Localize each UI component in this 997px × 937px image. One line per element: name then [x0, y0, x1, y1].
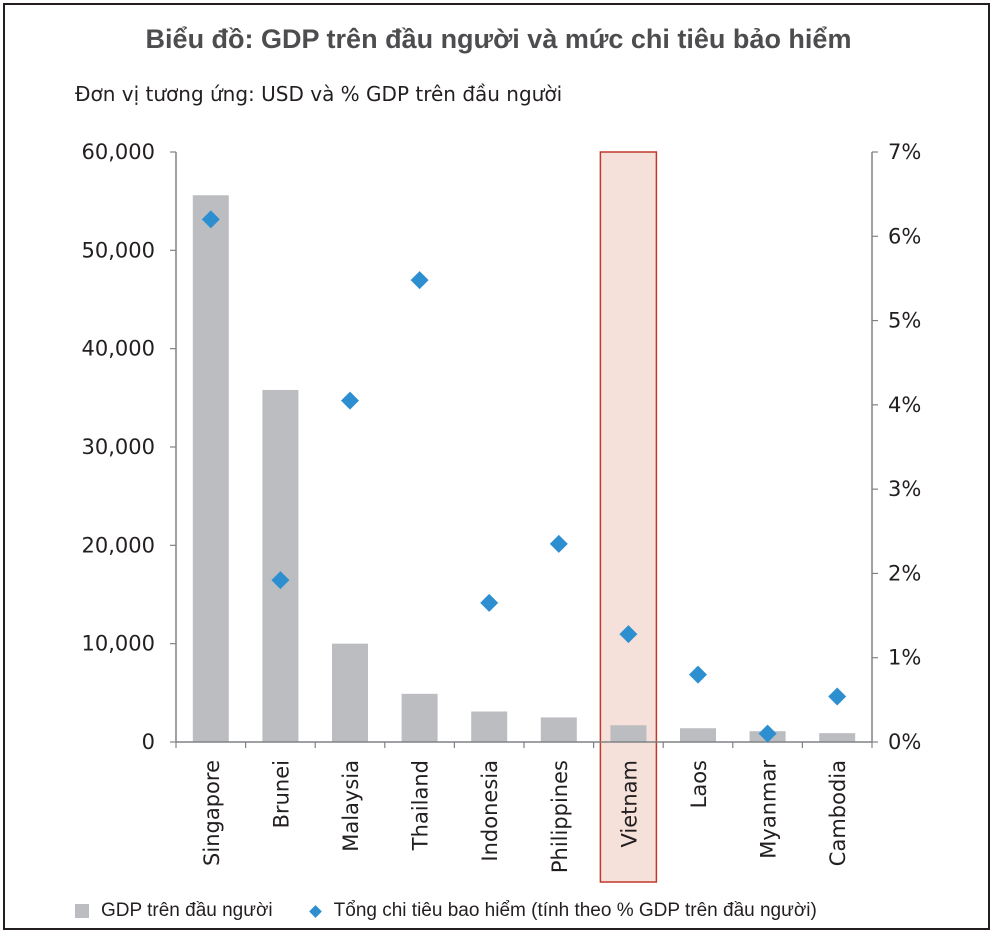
point-brunei: [271, 571, 290, 590]
right-tick-label: 4%: [888, 393, 921, 417]
left-tick-label: 40,000: [82, 337, 155, 361]
legend-diamond-swatch: [308, 904, 322, 918]
left-tick-label: 60,000: [82, 140, 155, 164]
bar-thailand: [401, 693, 438, 742]
bar-laos: [680, 728, 716, 742]
point-vietnam: [619, 625, 638, 644]
bar-brunei: [262, 389, 299, 742]
bar-singapore: [192, 195, 229, 742]
category-label-malaysia: Malaysia: [339, 760, 363, 852]
highlight-box: [599, 151, 658, 883]
highlight-layer: [599, 151, 658, 883]
category-label-laos: Laos: [687, 760, 711, 808]
points-layer: [201, 210, 847, 743]
point-myanmar: [758, 724, 777, 743]
legend-label-insurance: Tổng chi tiêu bao hiểm (tính theo % GDP …: [333, 900, 817, 921]
left-tick-label: 20,000: [82, 533, 155, 557]
bar-malaysia: [332, 643, 368, 742]
axes-layer: 0 10,000 20,000 30,000 40,000 50,000 60,000 0% 1…: [82, 140, 922, 754]
bar-cambodia: [819, 733, 856, 742]
point-philippines: [549, 534, 568, 553]
point-laos: [689, 665, 707, 684]
category-label-myanmar: Myanmar: [757, 760, 781, 859]
chart-frame: [3, 3, 990, 930]
legend-item-gdp: GDP trên đầu người: [75, 900, 273, 922]
left-tick-label: 0: [142, 730, 155, 754]
bar-vietnam: [610, 725, 647, 742]
right-tick-label: 3%: [888, 477, 921, 501]
point-thailand: [410, 271, 429, 290]
category-label-thailand: Thailand: [409, 760, 433, 851]
right-tick-label: 2%: [888, 561, 921, 585]
bar-indonesia: [471, 711, 508, 742]
right-tick-label: 5%: [888, 309, 921, 333]
category-label-singapore: Singapore: [200, 760, 224, 866]
category-label-cambodia: Cambodia: [826, 760, 850, 866]
legend: GDP trên đầu người Tổng chi tiêu bao hiể…: [75, 900, 855, 922]
right-tick-label: 7%: [888, 140, 921, 164]
point-cambodia: [828, 687, 847, 706]
bars-layer: [192, 195, 856, 742]
category-labels: Singapore Brunei Malaysia Thailand Indonesia…: [200, 760, 850, 874]
left-tick-label: 10,000: [82, 632, 155, 656]
legend-item-insurance: Tổng chi tiêu bao hiểm (tính theo % GDP …: [308, 900, 817, 922]
chart-title: Biểu đồ: GDP trên đầu người và mức chi t…: [145, 24, 852, 54]
legend-label-gdp: GDP trên đầu người: [101, 900, 273, 921]
right-tick-label: 1%: [888, 646, 921, 670]
left-tick-label: 30,000: [82, 435, 155, 459]
chart-subtitle: Đơn vị tương ứng: USD và % GDP trên đầu …: [75, 82, 563, 106]
right-tick-label: 0%: [888, 730, 921, 754]
point-singapore: [201, 210, 220, 229]
category-label-philippines: Philippines: [548, 760, 572, 873]
right-tick-label: 6%: [888, 224, 921, 248]
category-label-vietnam: Vietnam: [617, 760, 641, 848]
point-indonesia: [480, 593, 499, 612]
legend-bar-swatch: [75, 904, 89, 918]
bar-philippines: [540, 717, 577, 742]
category-label-indonesia: Indonesia: [478, 760, 502, 862]
category-label-brunei: Brunei: [269, 760, 293, 828]
point-malaysia: [341, 391, 359, 410]
left-tick-label: 50,000: [82, 238, 155, 262]
